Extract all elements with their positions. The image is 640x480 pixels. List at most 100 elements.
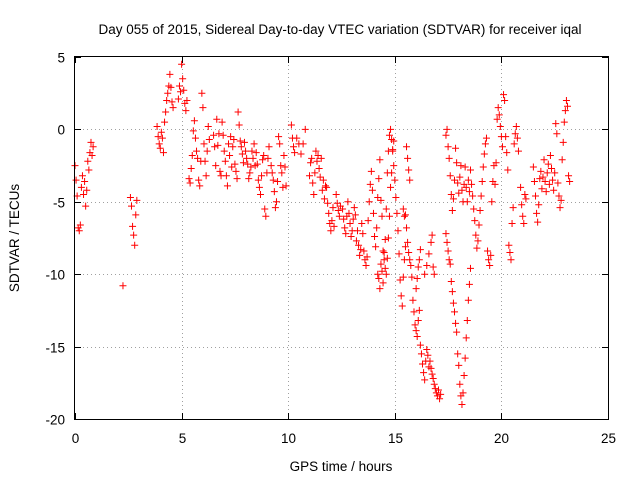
data-point [521,191,529,199]
data-point [202,172,210,180]
data-point [542,188,550,196]
data-point [88,151,96,159]
data-point [382,205,390,213]
data-point [455,361,463,369]
data-point [378,212,386,220]
data-point [239,159,247,167]
data-point [119,282,127,290]
data-point [318,186,326,194]
data-point [532,192,540,200]
data-point [157,128,165,136]
data-point [293,134,301,142]
data-point [189,127,197,135]
data-point [463,198,471,206]
data-point [456,380,464,388]
data-point [535,201,543,209]
data-point [213,115,221,123]
data-point [496,123,504,131]
data-point [247,163,255,171]
data-point [329,204,337,212]
data-point [410,308,418,316]
data-point [163,96,171,104]
data-point [340,215,348,223]
data-point [389,147,397,155]
data-point [350,204,358,212]
data-point [278,169,286,177]
data-point [371,233,379,241]
data-point [256,191,264,199]
data-point [449,299,457,307]
data-point [205,136,213,144]
data-point [182,107,190,115]
data-point [553,130,561,138]
data-point [229,143,237,151]
data-point [349,215,357,223]
data-point [315,164,323,172]
data-point [480,150,488,158]
data-point [376,285,384,293]
data-point [356,251,364,259]
data-point [347,233,355,241]
data-point [510,140,518,148]
data-point [446,260,454,268]
data-point [458,401,466,409]
data-point [132,211,140,219]
data-point [325,209,333,217]
data-point [414,263,422,271]
data-point [452,319,460,327]
data-point [330,222,338,230]
data-point [390,162,398,170]
data-point [380,248,388,256]
data-point [424,351,432,359]
data-point [342,230,350,238]
data-point [297,150,305,158]
data-point [539,173,547,181]
data-point [211,143,219,151]
x-tick-label: 25 [601,431,616,446]
data-point [275,133,283,141]
data-point [423,345,431,353]
data-point [191,134,199,142]
grid-lines [75,57,608,419]
data-point [540,156,548,164]
data-point [226,151,234,159]
data-point [563,102,571,110]
data-point [393,209,401,217]
data-point [193,147,201,155]
data-point [409,296,417,304]
data-point [444,247,452,255]
data-point [545,180,553,188]
data-point [345,209,353,217]
data-point [462,334,470,342]
data-point [265,143,273,151]
data-point [242,147,250,155]
data-point [412,327,420,335]
data-point [482,134,490,142]
data-point [385,212,393,220]
data-point [335,212,343,220]
data-point [450,176,458,184]
data-point [301,125,309,133]
data-point [390,137,398,145]
data-point [470,205,478,213]
data-point [462,183,470,191]
data-point [332,191,340,199]
data-point [177,88,185,96]
y-tick-label: -20 [45,413,65,428]
data-point [231,160,239,168]
data-point [159,149,167,157]
data-point [396,276,404,284]
data-point [502,133,510,141]
data-point [269,176,277,184]
data-point [465,280,473,288]
data-point [199,104,207,112]
data-point [158,134,166,142]
data-point [365,198,373,206]
data-point [372,243,380,251]
data-point [281,163,289,171]
data-point [428,231,436,239]
data-point [223,182,231,190]
data-point [310,191,318,199]
data-point [457,162,465,170]
data-point [201,157,209,165]
